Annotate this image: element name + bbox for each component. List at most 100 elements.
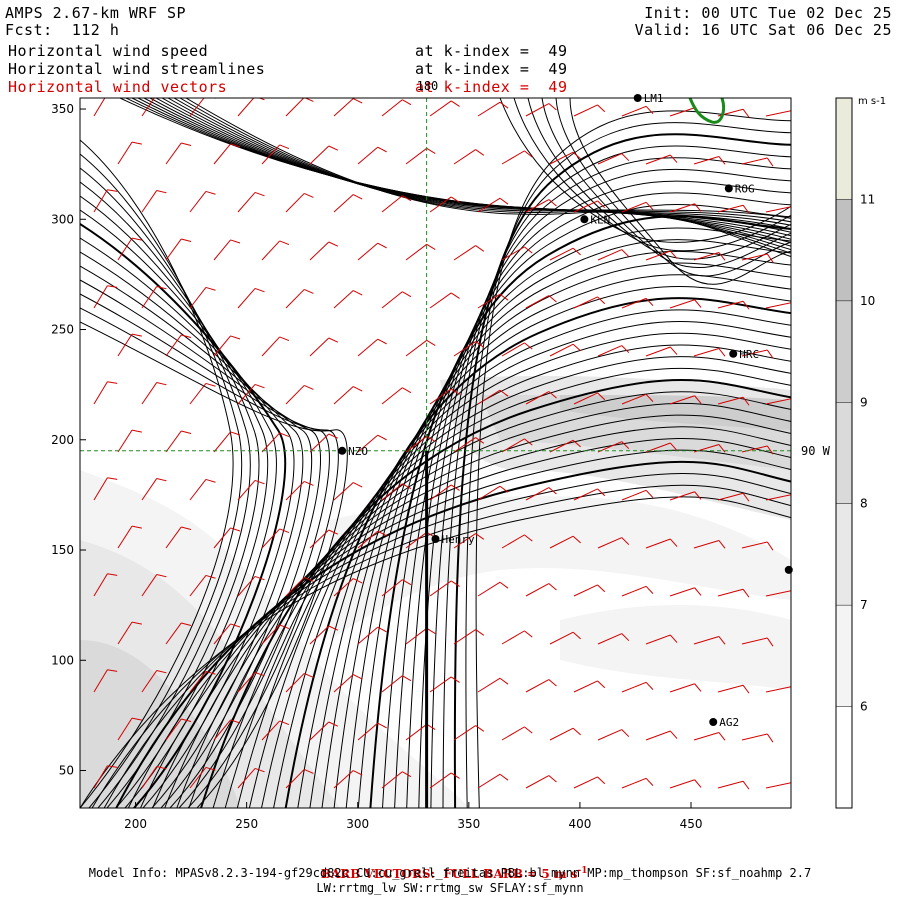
wind-barb-staff xyxy=(333,482,354,501)
wind-barb-flag xyxy=(766,253,774,263)
wind-barb-flag xyxy=(328,625,339,631)
wind-barb-staff xyxy=(429,484,452,501)
streamline xyxy=(442,145,791,808)
wind-barb-staff xyxy=(597,249,623,261)
streamline xyxy=(236,344,791,808)
wind-barb-flag xyxy=(548,199,557,207)
wind-barb-flag xyxy=(670,346,678,355)
wind-barb-flag xyxy=(353,290,363,296)
wind-barb-flag xyxy=(279,528,290,534)
wind-barb-flag xyxy=(377,242,387,249)
streamline xyxy=(173,98,791,251)
wind-barb-staff xyxy=(621,681,647,693)
wind-barb-staff xyxy=(573,776,598,789)
wind-barb-flag xyxy=(353,194,363,200)
wind-barb-staff xyxy=(621,777,647,789)
x-tick-label: 400 xyxy=(568,817,591,831)
wind-barb-flag xyxy=(450,196,460,203)
wind-barb-staff xyxy=(93,98,106,117)
wind-barb-staff xyxy=(573,296,598,309)
wind-barb-flag xyxy=(304,288,314,294)
wind-barb-flag xyxy=(597,296,606,305)
wind-barb-flag xyxy=(645,201,654,210)
wind-barb-staff xyxy=(285,769,305,789)
wind-barb-flag xyxy=(718,732,726,741)
colorbar-segment xyxy=(836,98,852,200)
streamline xyxy=(80,209,277,808)
streamline xyxy=(569,98,791,285)
wind-barb-staff xyxy=(141,286,158,309)
wind-barb-staff xyxy=(93,381,108,405)
wind-barb-staff xyxy=(477,293,501,309)
wind-barb-flag xyxy=(621,153,630,162)
wind-barb-staff xyxy=(333,770,354,789)
meridian-label: 180 xyxy=(417,79,439,93)
wind-barb-flag xyxy=(475,341,485,348)
wind-barb-flag xyxy=(181,526,192,531)
wind-barb-flag xyxy=(670,442,678,451)
wind-barb-staff xyxy=(93,189,108,213)
wind-barb-staff xyxy=(717,684,744,693)
wind-barb-staff xyxy=(693,155,720,165)
wind-barb-flag xyxy=(475,725,485,732)
streamline xyxy=(80,139,234,808)
wind-barb-flag xyxy=(645,777,654,786)
field-level-streamlines: at k-index = 49 xyxy=(415,60,568,78)
y-tick-label: 250 xyxy=(51,323,74,337)
wind-barb-staff xyxy=(597,441,623,453)
streamline xyxy=(465,122,791,808)
wind-barb-staff xyxy=(717,396,744,405)
wind-barb-flag xyxy=(254,287,265,293)
wind-barb-staff xyxy=(141,382,158,405)
streamline xyxy=(200,379,791,808)
wind-barb-flag xyxy=(254,671,265,677)
wind-barb-staff xyxy=(549,151,574,165)
wind-barb-flag xyxy=(572,631,581,640)
wind-barb-flag xyxy=(402,675,412,682)
wind-barb-flag xyxy=(279,336,290,342)
wind-barb-flag xyxy=(694,779,702,788)
wind-barb-flag xyxy=(156,286,167,290)
streamline xyxy=(80,279,322,808)
wind-barb-flag xyxy=(791,399,796,407)
wind-barb-staff xyxy=(477,197,501,213)
wind-barb-flag xyxy=(131,237,142,241)
wind-barb-flag xyxy=(328,145,339,151)
wind-barb-flag xyxy=(230,719,241,724)
wind-barb-staff xyxy=(405,243,428,261)
wind-barb-flag xyxy=(181,238,192,243)
wind-barb-flag xyxy=(621,441,630,450)
wind-barb-staff xyxy=(213,623,231,645)
physics-info: LW:rrtmg_lw SW:rrtmg_sw SFLAY:sf_mynn xyxy=(316,881,584,895)
wind-barb-staff xyxy=(669,491,695,501)
wind-barb-staff xyxy=(189,575,207,597)
streamline xyxy=(453,133,791,808)
streamline xyxy=(321,262,791,808)
wind-barb-staff xyxy=(573,680,598,693)
wind-barb-flag xyxy=(450,100,460,107)
wind-barb-flag xyxy=(353,674,363,680)
wind-barb-flag xyxy=(450,676,460,683)
wind-barb-flag xyxy=(156,766,167,770)
wind-barb-staff xyxy=(261,528,281,549)
wind-barb-flag xyxy=(791,591,796,599)
wind-barb-staff xyxy=(237,98,255,117)
wind-barb-staff xyxy=(357,722,379,741)
wind-barb-staff xyxy=(621,489,647,501)
wind-barb-staff xyxy=(405,147,428,165)
wind-barb-staff xyxy=(333,290,354,309)
wind-barb-staff xyxy=(429,676,452,693)
wind-barb-staff xyxy=(693,251,720,261)
wind-barb-flag xyxy=(254,383,265,389)
wind-barb-flag xyxy=(353,386,363,392)
wind-barb-staff xyxy=(501,726,525,741)
wind-barb-staff xyxy=(669,395,695,405)
streamline xyxy=(333,250,791,808)
wind-barb-staff xyxy=(213,335,231,357)
wind-barb-staff xyxy=(453,245,476,261)
wind-barb-staff xyxy=(765,110,791,117)
barb-note-unit-exponent: -1 xyxy=(577,866,588,876)
wind-barb-flag xyxy=(475,533,485,540)
wind-barb-staff xyxy=(717,300,744,309)
wind-barb-staff xyxy=(189,98,205,117)
